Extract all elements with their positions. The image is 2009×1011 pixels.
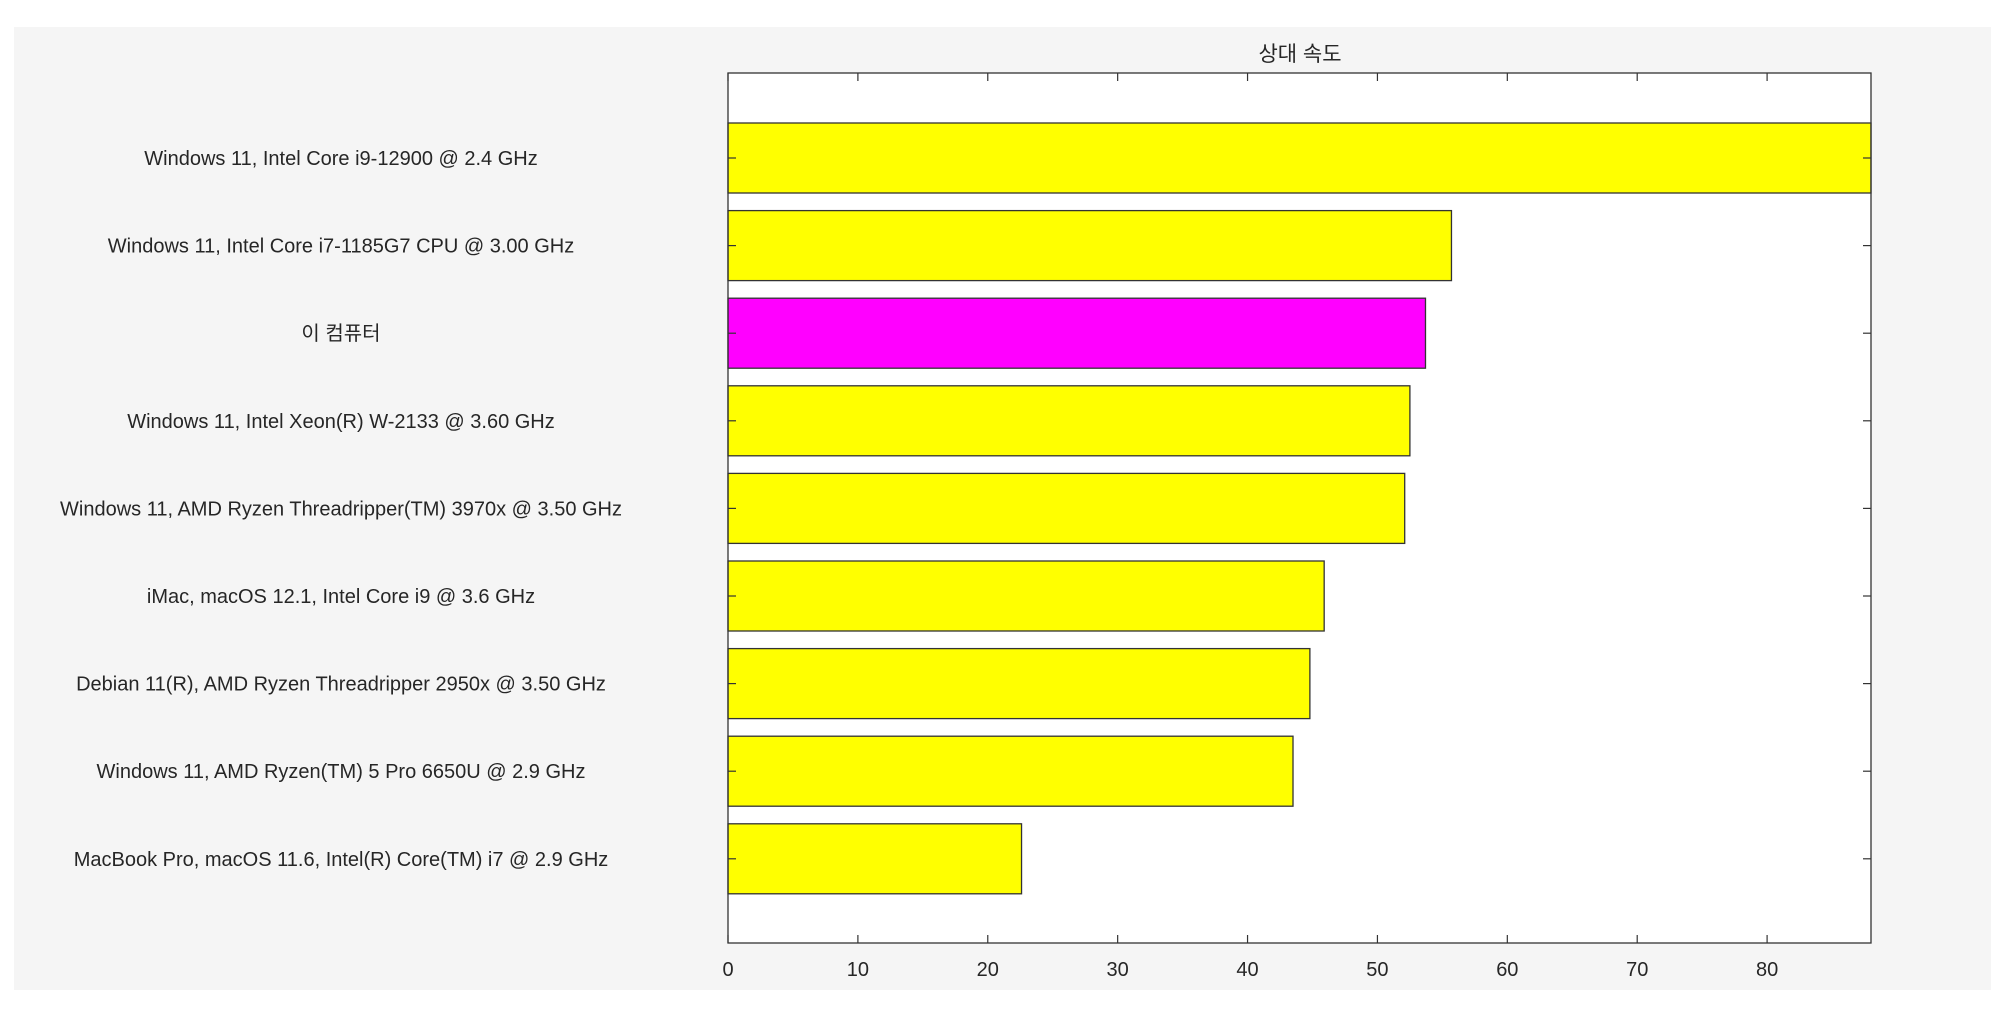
x-tick-label: 0 bbox=[722, 959, 733, 981]
x-tick-label: 30 bbox=[1107, 959, 1129, 981]
bar bbox=[727, 472, 1406, 545]
x-tick-label: 40 bbox=[1236, 959, 1258, 981]
category-label: Windows 11, Intel Core i7-1185G7 CPU @ 3… bbox=[108, 236, 574, 258]
axes-frame bbox=[727, 72, 1872, 944]
bar bbox=[727, 735, 1294, 807]
category-label: Windows 11, AMD Ryzen(TM) 5 Pro 6650U @ … bbox=[97, 761, 586, 783]
category-label: Debian 11(R), AMD Ryzen Threadripper 295… bbox=[76, 674, 606, 696]
category-labels: Windows 11, Intel Core i9-12900 @ 2.4 GH… bbox=[60, 148, 1871, 871]
x-axis-ticks: 0 10 20 30 40 50 60 70 80 bbox=[722, 73, 1778, 981]
bar bbox=[727, 560, 1325, 632]
x-tick-label: 80 bbox=[1756, 959, 1778, 981]
bar bbox=[727, 209, 1453, 282]
category-label: MacBook Pro, macOS 11.6, Intel(R) Core(T… bbox=[74, 849, 609, 871]
category-label: Windows 11, AMD Ryzen Threadripper(TM) 3… bbox=[60, 498, 622, 520]
category-label: Windows 11, Intel Xeon(R) W-2133 @ 3.60 … bbox=[127, 411, 555, 433]
x-tick-label: 50 bbox=[1366, 959, 1388, 981]
category-label: 이 컴퓨터 bbox=[301, 322, 380, 345]
x-tick-label: 20 bbox=[977, 959, 999, 981]
bar bbox=[727, 122, 1872, 194]
bar bbox=[727, 647, 1311, 720]
chart-title: 상대 속도 bbox=[1258, 43, 1341, 66]
x-tick-label: 10 bbox=[847, 959, 869, 981]
x-tick-label: 60 bbox=[1496, 959, 1518, 981]
category-label: Windows 11, Intel Core i9-12900 @ 2.4 GH… bbox=[144, 148, 537, 170]
bar bbox=[727, 823, 1023, 895]
bar bbox=[727, 297, 1427, 369]
bars-group bbox=[727, 122, 1872, 895]
bar bbox=[727, 385, 1411, 457]
x-tick-label: 70 bbox=[1626, 959, 1648, 981]
category-label: iMac, macOS 12.1, Intel Core i9 @ 3.6 GH… bbox=[147, 586, 535, 608]
